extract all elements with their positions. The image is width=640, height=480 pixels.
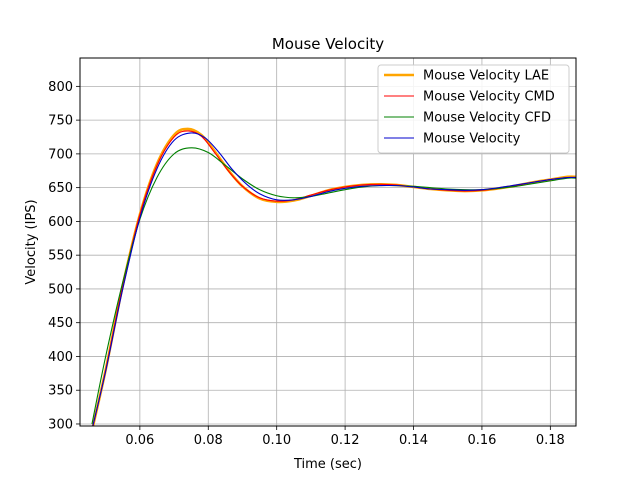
legend-label-1: Mouse Velocity LAE [423,69,549,84]
y-tick-label: 500 [48,282,73,297]
chart-title: Mouse Velocity [272,35,384,53]
legend-label-3: Mouse Velocity CFD [423,111,551,126]
x-tick-label: 0.18 [536,433,565,448]
y-tick-label: 750 [48,114,73,129]
y-tick-label: 800 [48,80,73,95]
ticks: 0.06 0.08 0.10 0.12 0.14 0.16 0.18 300 350 400 450… [48,80,565,448]
x-axis-label: Time (sec) [293,457,362,472]
series-line-3 [91,147,576,425]
y-tick-label: 700 [48,147,73,162]
grid [80,58,576,426]
y-tick-label: 450 [48,316,73,331]
y-tick-label: 400 [48,350,73,365]
plot-frame [79,57,577,427]
x-tick-label: 0.16 [467,433,496,448]
y-tick-label: 650 [48,181,73,196]
legend-label-4: Mouse Velocity [423,132,521,147]
legend: Mouse Velocity LAE Mouse Velocity CMD Mous… [377,64,570,154]
x-tick-label: 0.06 [125,433,154,448]
y-tick-label: 600 [48,215,73,230]
y-axis-label: Velocity (IPS) [24,199,39,284]
y-tick-label: 300 [48,417,73,432]
y-tick-label: 550 [48,249,73,264]
series-layer [91,127,576,426]
y-tick-label: 350 [48,384,73,399]
series-line-4 [92,132,576,426]
x-tick-label: 0.08 [194,433,223,448]
legend-label-2: Mouse Velocity CMD [423,90,555,105]
x-tick-label: 0.10 [262,433,291,448]
x-tick-label: 0.14 [399,433,428,448]
x-tick-label: 0.12 [331,433,360,448]
legend-box [377,64,570,154]
